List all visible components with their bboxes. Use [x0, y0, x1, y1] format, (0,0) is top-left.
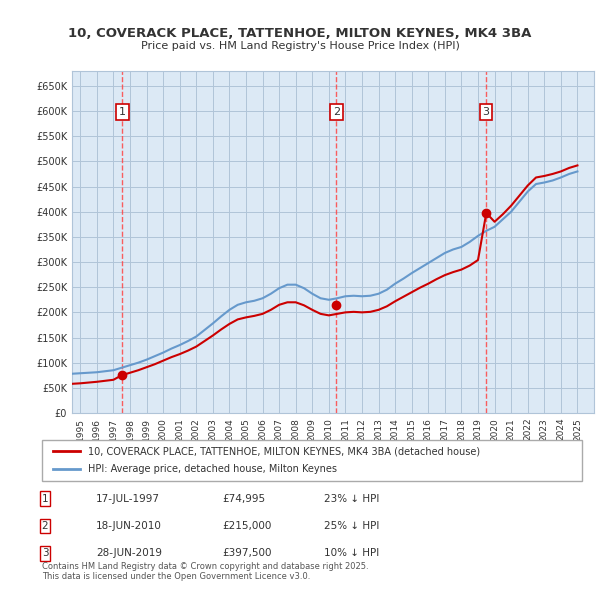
Text: 1: 1 — [119, 107, 126, 117]
Text: 3: 3 — [41, 549, 49, 558]
Text: 23% ↓ HPI: 23% ↓ HPI — [324, 494, 379, 503]
Text: 1: 1 — [41, 494, 49, 503]
Text: 17-JUL-1997: 17-JUL-1997 — [96, 494, 160, 503]
Text: 25% ↓ HPI: 25% ↓ HPI — [324, 522, 379, 531]
Text: 2: 2 — [333, 107, 340, 117]
Text: 10, COVERACK PLACE, TATTENHOE, MILTON KEYNES, MK4 3BA (detached house): 10, COVERACK PLACE, TATTENHOE, MILTON KE… — [88, 446, 480, 456]
Text: Price paid vs. HM Land Registry's House Price Index (HPI): Price paid vs. HM Land Registry's House … — [140, 41, 460, 51]
Text: £215,000: £215,000 — [222, 522, 271, 531]
Text: HPI: Average price, detached house, Milton Keynes: HPI: Average price, detached house, Milt… — [88, 464, 337, 474]
Text: 3: 3 — [482, 107, 490, 117]
Text: 18-JUN-2010: 18-JUN-2010 — [96, 522, 162, 531]
Text: £397,500: £397,500 — [222, 549, 271, 558]
Text: 10% ↓ HPI: 10% ↓ HPI — [324, 549, 379, 558]
Text: 10, COVERACK PLACE, TATTENHOE, MILTON KEYNES, MK4 3BA: 10, COVERACK PLACE, TATTENHOE, MILTON KE… — [68, 27, 532, 40]
Text: £74,995: £74,995 — [222, 494, 265, 503]
Text: 2: 2 — [41, 522, 49, 531]
Text: 28-JUN-2019: 28-JUN-2019 — [96, 549, 162, 558]
Text: Contains HM Land Registry data © Crown copyright and database right 2025.
This d: Contains HM Land Registry data © Crown c… — [42, 562, 368, 581]
FancyBboxPatch shape — [42, 440, 582, 481]
